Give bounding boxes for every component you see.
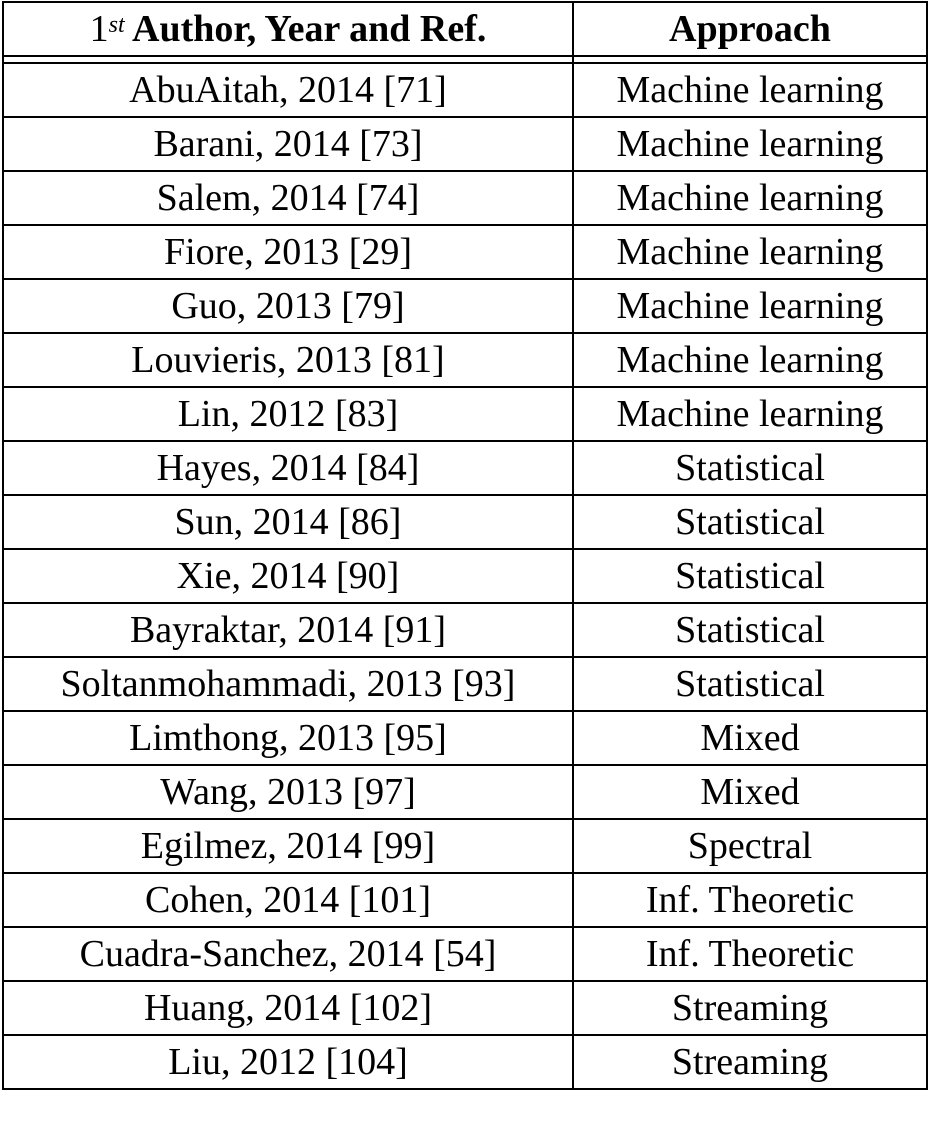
references-table-container: 1st Author, Year and Ref. Approach AbuAi… [2, 1, 928, 1090]
approach-cell: Spectral [572, 818, 928, 874]
author-year-ref-cell: Xie, 2014 [90] [2, 548, 574, 604]
table-row: Egilmez, 2014 [99] Spectral [2, 818, 928, 874]
approach-cell: Machine learning [572, 116, 928, 172]
approach-cell: Machine learning [572, 278, 928, 334]
author-year-ref-cell: Egilmez, 2014 [99] [2, 818, 574, 874]
author-year-ref-cell: Guo, 2013 [79] [2, 278, 574, 334]
table-row: Lin, 2012 [83] Machine learning [2, 386, 928, 442]
approach-cell: Inf. Theoretic [572, 926, 928, 982]
approach-cell: Mixed [572, 764, 928, 820]
author-year-ref-cell: Hayes, 2014 [84] [2, 440, 574, 496]
table-row: AbuAitah, 2014 [71] Machine learning [2, 62, 928, 118]
separator-cell [2, 55, 574, 64]
table-row: Barani, 2014 [73] Machine learning [2, 116, 928, 172]
approach-cell: Machine learning [572, 386, 928, 442]
approach-cell: Streaming [572, 1034, 928, 1090]
author-year-ref-cell: Wang, 2013 [97] [2, 764, 574, 820]
header-author-year-ref: 1st Author, Year and Ref. [2, 1, 574, 57]
approach-cell: Machine learning [572, 332, 928, 388]
table-header-row: 1st Author, Year and Ref. Approach [2, 1, 928, 57]
table-row: Limthong, 2013 [95] Mixed [2, 710, 928, 766]
approach-cell: Statistical [572, 656, 928, 712]
table-row: Fiore, 2013 [29] Machine learning [2, 224, 928, 280]
author-year-ref-cell: Sun, 2014 [86] [2, 494, 574, 550]
table-body: AbuAitah, 2014 [71] Machine learning Baran… [2, 62, 928, 1090]
author-year-ref-cell: Cuadra-Sanchez, 2014 [54] [2, 926, 574, 982]
table-row: Bayraktar, 2014 [91] Statistical [2, 602, 928, 658]
author-year-ref-cell: Soltanmohammadi, 2013 [93] [2, 656, 574, 712]
approach-cell: Streaming [572, 980, 928, 1036]
separator-cell [572, 55, 928, 64]
table-row: Guo, 2013 [79] Machine learning [2, 278, 928, 334]
table-row: Sun, 2014 [86] Statistical [2, 494, 928, 550]
author-year-ref-cell: Lin, 2012 [83] [2, 386, 574, 442]
references-table: 1st Author, Year and Ref. Approach AbuAi… [2, 1, 928, 1090]
table-row: Cohen, 2014 [101] Inf. Theoretic [2, 872, 928, 928]
approach-cell: Statistical [572, 494, 928, 550]
author-year-ref-cell: Fiore, 2013 [29] [2, 224, 574, 280]
table-row: Huang, 2014 [102] Streaming [2, 980, 928, 1036]
approach-cell: Statistical [572, 602, 928, 658]
table-row: Soltanmohammadi, 2013 [93] Statistical [2, 656, 928, 712]
author-year-ref-cell: Cohen, 2014 [101] [2, 872, 574, 928]
approach-cell: Machine learning [572, 224, 928, 280]
table-row: Hayes, 2014 [84] Statistical [2, 440, 928, 496]
header-ordinal-number: 1 [89, 8, 109, 50]
author-year-ref-cell: Salem, 2014 [74] [2, 170, 574, 226]
approach-cell: Statistical [572, 440, 928, 496]
table-row: Wang, 2013 [97] Mixed [2, 764, 928, 820]
author-year-ref-cell: Bayraktar, 2014 [91] [2, 602, 574, 658]
table-row: Xie, 2014 [90] Statistical [2, 548, 928, 604]
approach-cell: Machine learning [572, 170, 928, 226]
header-separator [2, 55, 928, 64]
header-approach: Approach [572, 1, 928, 57]
author-year-ref-cell: Louvieris, 2013 [81] [2, 332, 574, 388]
author-year-ref-cell: Limthong, 2013 [95] [2, 710, 574, 766]
approach-cell: Inf. Theoretic [572, 872, 928, 928]
table-row: Cuadra-Sanchez, 2014 [54] Inf. Theoretic [2, 926, 928, 982]
table-row: Salem, 2014 [74] Machine learning [2, 170, 928, 226]
header-author-label: Author, Year and Ref. [124, 8, 487, 50]
header-ordinal-suffix: st [108, 12, 125, 38]
table-row: Liu, 2012 [104] Streaming [2, 1034, 928, 1090]
author-year-ref-cell: AbuAitah, 2014 [71] [2, 62, 574, 118]
table-row: Louvieris, 2013 [81] Machine learning [2, 332, 928, 388]
author-year-ref-cell: Huang, 2014 [102] [2, 980, 574, 1036]
approach-cell: Machine learning [572, 62, 928, 118]
approach-cell: Statistical [572, 548, 928, 604]
approach-cell: Mixed [572, 710, 928, 766]
author-year-ref-cell: Barani, 2014 [73] [2, 116, 574, 172]
author-year-ref-cell: Liu, 2012 [104] [2, 1034, 574, 1090]
